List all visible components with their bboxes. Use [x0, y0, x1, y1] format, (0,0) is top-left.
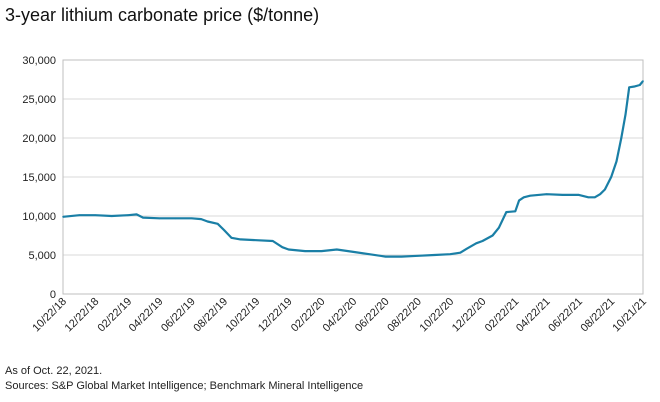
x-tick-label: 12/22/19: [256, 296, 295, 335]
x-tick-label: 06/22/20: [353, 296, 392, 335]
x-tick-label: 04/22/21: [514, 296, 553, 335]
data-point: [158, 217, 161, 220]
data-point: [491, 234, 494, 237]
data-point: [255, 239, 258, 241]
data-point: [62, 215, 64, 218]
x-tick-label: 12/22/20: [450, 296, 489, 335]
data-point: [620, 137, 623, 139]
y-tick-label: 10,000: [22, 211, 56, 223]
data-point: [216, 223, 219, 225]
as-of-note: As of Oct. 22, 2021.: [5, 365, 103, 377]
gridlines: [63, 98, 643, 256]
chart-footer: As of Oct. 22, 2021. Sources: S&P Global…: [5, 364, 363, 394]
data-point: [320, 250, 323, 252]
x-tick-label: 08/22/19: [191, 296, 230, 335]
data-point: [281, 246, 284, 248]
x-tick-label: 06/22/21: [546, 296, 585, 335]
price-series-line: [62, 80, 644, 258]
data-point: [465, 247, 468, 250]
data-point: [230, 237, 233, 239]
data-point: [135, 213, 138, 216]
x-axis-ticks: 10/22/1812/22/1802/22/1904/22/1906/22/19…: [30, 296, 649, 335]
x-tick-label: 06/22/19: [159, 296, 198, 335]
data-point: [304, 250, 306, 252]
data-point: [368, 253, 370, 256]
y-tick-label: 30,000: [22, 55, 56, 67]
data-point: [518, 199, 520, 202]
data-point: [190, 217, 193, 220]
data-point: [127, 214, 129, 217]
x-tick-label: 12/22/18: [63, 296, 102, 335]
data-point: [459, 251, 462, 254]
data-point: [200, 218, 203, 220]
x-tick-label: 08/22/21: [579, 296, 618, 335]
data-point: [336, 248, 338, 251]
y-tick-label: 0: [50, 289, 56, 301]
x-tick-label: 02/22/20: [289, 296, 328, 335]
data-point: [624, 113, 627, 116]
data-point: [481, 240, 484, 242]
data-point: [110, 215, 113, 217]
data-point: [523, 196, 525, 199]
data-point: [271, 240, 274, 242]
data-point: [615, 160, 618, 163]
data-point: [78, 214, 81, 217]
y-tick-label: 5,000: [28, 250, 56, 262]
x-tick-label: 04/22/19: [127, 296, 166, 335]
x-tick-label: 10/21/21: [610, 296, 649, 335]
data-point: [142, 216, 144, 219]
data-point: [545, 193, 548, 195]
data-point: [223, 229, 225, 231]
data-point: [417, 254, 419, 257]
x-tick-label: 04/22/20: [321, 296, 360, 335]
y-tick-label: 15,000: [22, 172, 56, 184]
x-tick-label: 08/22/20: [385, 296, 424, 335]
data-point: [400, 255, 403, 258]
data-point: [287, 248, 290, 251]
data-point: [239, 238, 242, 241]
data-point: [449, 253, 451, 256]
data-point: [587, 196, 590, 199]
data-point: [561, 194, 564, 196]
y-axis-ticks: 0 5,000 10,000 15,000 20,000 25,000 30,000: [22, 55, 56, 301]
data-point: [433, 254, 436, 256]
data-point: [529, 194, 531, 197]
data-point: [628, 86, 631, 89]
data-point: [174, 217, 177, 220]
series-points: [62, 80, 644, 258]
y-tick-label: 25,000: [22, 94, 56, 106]
y-tick-label: 20,000: [22, 133, 56, 145]
data-point: [633, 85, 636, 88]
data-point: [384, 255, 387, 258]
data-point: [475, 242, 477, 245]
data-point: [206, 220, 209, 223]
data-point: [639, 84, 641, 86]
chart-title: 3-year lithium carbonate price ($/tonne): [5, 5, 320, 25]
data-point: [604, 188, 606, 191]
data-point: [599, 193, 601, 195]
data-point: [505, 211, 508, 213]
data-point: [593, 196, 596, 199]
data-point: [642, 80, 644, 82]
x-tick-label: 10/22/20: [418, 296, 457, 335]
data-point: [352, 251, 355, 253]
plot-frame: [62, 59, 644, 295]
data-point: [94, 214, 97, 217]
data-point: [610, 176, 613, 178]
data-point: [498, 226, 500, 229]
data-point: [514, 210, 517, 213]
sources-note: Sources: S&P Global Market Intelligence;…: [5, 380, 364, 392]
x-tick-label: 10/22/19: [224, 296, 263, 335]
x-tick-label: 10/22/18: [30, 296, 69, 335]
data-point: [578, 194, 580, 196]
